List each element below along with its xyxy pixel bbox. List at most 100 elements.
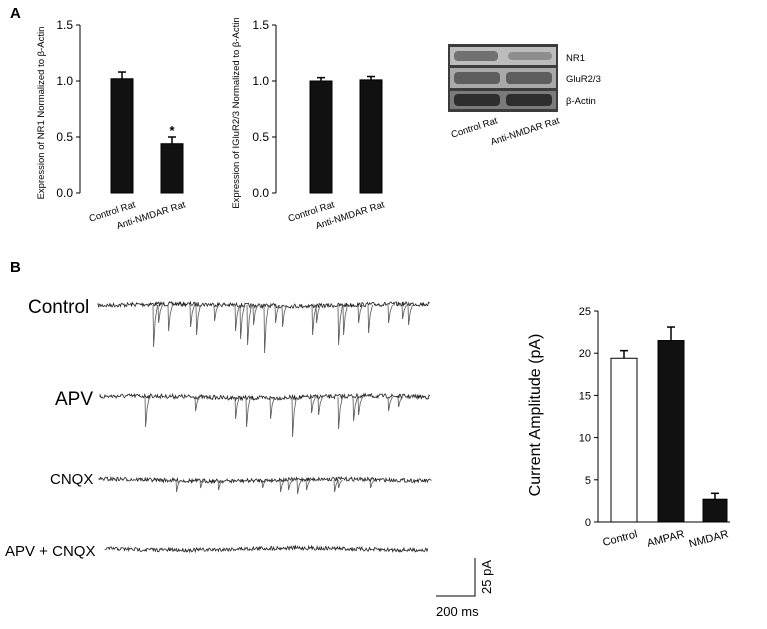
amplitude-category-label: NMDAR (688, 528, 730, 550)
trace-cnqx-event (337, 479, 343, 489)
amplitude-bar (610, 357, 638, 523)
amplitude-ytick-label: 20 (579, 348, 591, 360)
trace-control-event (195, 304, 201, 336)
trace-label-apv: APV (55, 389, 93, 410)
glur-ytick-label: 1.0 (252, 74, 269, 88)
blot-band-nr1-control (454, 51, 498, 61)
trace-apv (99, 392, 431, 402)
trace-control (97, 300, 430, 310)
glur-ytick-label: 0.5 (252, 130, 269, 144)
trace-control-event (189, 304, 195, 328)
trace-apv-event (337, 396, 343, 430)
blot-band-glur-anti (506, 72, 552, 84)
glur-expression-chart: Expression of IGluR2/3 Normalized to β-A… (231, 17, 386, 232)
nr1-bar (160, 143, 184, 194)
blot-band-label-glur: GluR2/3 (566, 74, 601, 85)
trace-apv-event (357, 396, 363, 416)
panel-a-label: A (10, 5, 21, 22)
trace-control-event (342, 304, 348, 336)
amplitude-bar (657, 340, 685, 523)
nr1-significance-marker: * (169, 123, 175, 138)
trace-control-event (315, 304, 321, 324)
trace-control-event (337, 304, 343, 346)
glur-ytick-label: 0.0 (252, 186, 269, 200)
amplitude-ytick-label: 5 (585, 475, 591, 487)
western-blot: NR1 GluR2/3 β-Actin Control Rat Anti-NMD… (448, 44, 601, 148)
current-amplitude-chart: Current Amplitude (pA) 0 5 10 15 20 25 Control… (527, 306, 730, 550)
trace-cnqx-event (305, 479, 311, 491)
trace-control-event (263, 304, 269, 354)
trace-cnqx-event (199, 479, 205, 489)
amplitude-ytick-label: 10 (579, 433, 591, 445)
trace-apv-event (310, 396, 316, 414)
scale-bar-x-label: 200 ms (436, 604, 479, 619)
trace-control-event (387, 304, 393, 324)
nr1-bar (110, 78, 134, 194)
amplitude-category-label: AMPAR (646, 528, 686, 550)
trace-apv-event (234, 396, 240, 420)
trace-label-control: Control (28, 297, 89, 318)
trace-label-apv-cnqx: APV + CNQX (5, 543, 95, 560)
trace-apv-event (352, 396, 358, 422)
amplitude-category-label: Control (601, 528, 638, 549)
current-traces (97, 300, 432, 554)
trace-control-event (167, 304, 173, 332)
trace-cnqx-event (217, 479, 223, 491)
trace-control-event (274, 304, 280, 324)
trace-cnqx-event (287, 479, 293, 491)
amplitude-ytick-label: 25 (579, 306, 591, 318)
trace-labels: Control APV CNQX APV + CNQX (5, 297, 95, 560)
trace-cnqx-event (261, 479, 267, 489)
trace-control-event (234, 304, 240, 332)
trace-control-event (357, 304, 363, 324)
blot-band-label-nr1: NR1 (566, 53, 585, 64)
blot-band-label-actin: β-Actin (566, 96, 596, 107)
trace-apv-event (291, 396, 297, 438)
trace-apv-event (269, 396, 275, 420)
trace-control-event (281, 304, 287, 328)
amplitude-ytick-label: 15 (579, 390, 591, 402)
trace-control-event (213, 304, 219, 322)
blot-band-actin-control (454, 94, 500, 106)
trace-cnqx-event (333, 479, 339, 493)
blot-band-actin-anti (506, 94, 552, 106)
trace-cnqx-event (175, 479, 181, 493)
trace-apv-event (144, 396, 150, 428)
trace-control-event (401, 304, 407, 320)
glur-bar (309, 80, 333, 194)
glur-ytick-label: 1.5 (252, 18, 269, 32)
trace-control-event (157, 304, 163, 324)
panel-b-label: B (10, 259, 21, 276)
trace-cnqx-event (369, 479, 375, 489)
trace-cnqx (98, 475, 432, 485)
nr1-ytick-label: 0.0 (56, 186, 73, 200)
scale-bar-lines (436, 558, 476, 597)
trace-control-event (407, 304, 413, 326)
trace-label-cnqx: CNQX (50, 471, 93, 488)
glur-ylabel: Expression of IGluR2/3 Normalized to β-A… (231, 17, 242, 208)
blot-lane-label-anti: Anti-NMDAR Rat (489, 115, 561, 148)
amplitude-ytick-label: 0 (585, 517, 591, 529)
trace-apv-event (387, 396, 393, 412)
blot-band-nr1-anti (508, 52, 552, 60)
trace-cnqx-event (279, 479, 285, 493)
trace-apv-event (397, 396, 403, 408)
trace-control-event (311, 304, 317, 336)
glur-bar (359, 79, 383, 194)
trace-control-event (152, 304, 158, 348)
nr1-expression-chart: Expression of NR1 Normalized to β-Actin … (36, 18, 187, 232)
trace-apv-cnqx (104, 544, 429, 554)
amplitude-ylabel: Current Amplitude (pA) (527, 334, 544, 497)
amplitude-bar (702, 498, 728, 523)
trace-apv-event (317, 396, 323, 416)
nr1-ylabel: Expression of NR1 Normalized to β-Actin (36, 27, 47, 200)
trace-control-event (252, 304, 258, 326)
trace-cnqx-event (296, 479, 302, 495)
scale-bar: 25 pA 200 ms (436, 558, 494, 619)
trace-control-event (246, 304, 252, 346)
nr1-ytick-label: 0.5 (56, 130, 73, 144)
trace-apv-event (194, 396, 200, 412)
trace-apv-event (245, 396, 251, 428)
blot-band-glur-control (454, 72, 500, 84)
